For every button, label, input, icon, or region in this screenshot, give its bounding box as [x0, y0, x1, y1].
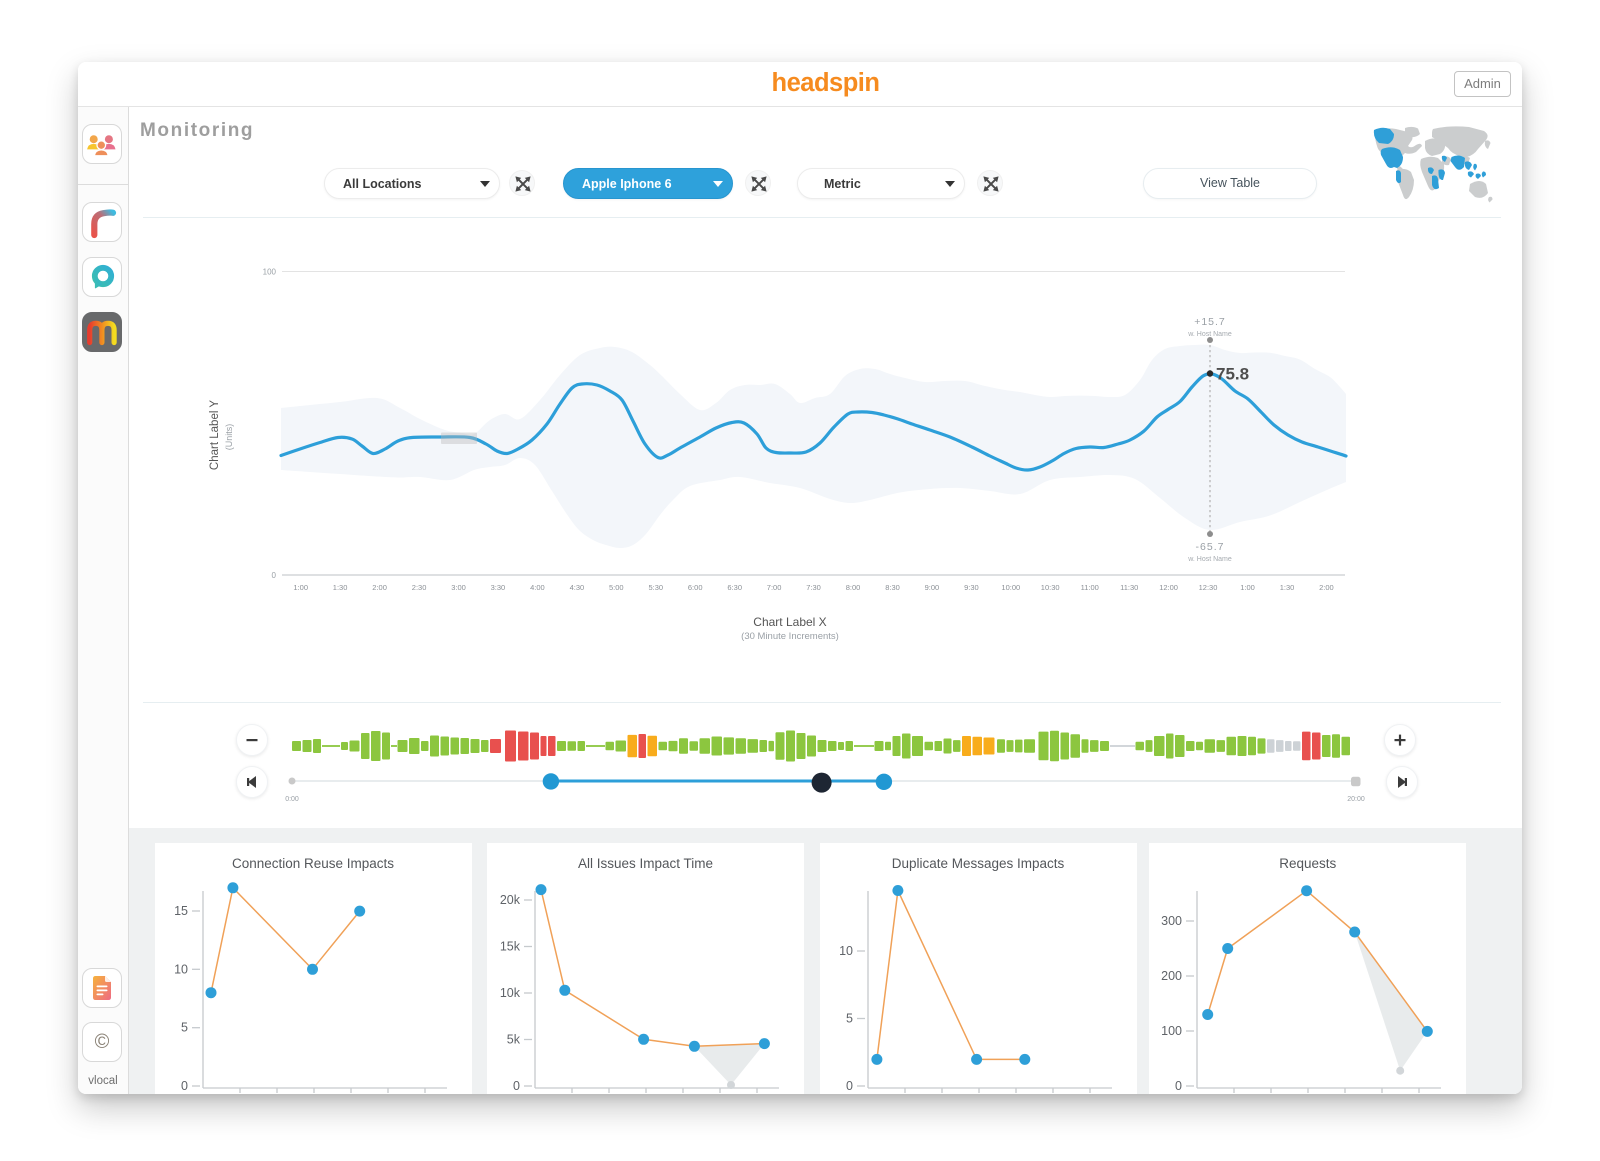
svg-text:5k: 5k [507, 1033, 521, 1047]
svg-text:200: 200 [1161, 969, 1182, 983]
svg-text:11:30: 11:30 [1120, 583, 1138, 592]
svg-text:+15.7: +15.7 [1194, 316, 1226, 328]
svg-text:w. Host Name: w. Host Name [1187, 556, 1232, 563]
svg-text:w. Host Name: w. Host Name [1187, 331, 1232, 338]
svg-text:10: 10 [174, 962, 188, 976]
svg-text:0: 0 [181, 1079, 188, 1093]
svg-text:0: 0 [1175, 1079, 1182, 1093]
svg-text:15: 15 [174, 904, 188, 918]
svg-text:10:00: 10:00 [1001, 583, 1020, 592]
svg-text:1:30: 1:30 [333, 583, 348, 592]
svg-text:(30 Minute Increments): (30 Minute Increments) [741, 631, 839, 642]
svg-text:0: 0 [513, 1079, 520, 1093]
svg-text:10:30: 10:30 [1041, 583, 1060, 592]
svg-text:10k: 10k [500, 986, 521, 1000]
svg-text:5: 5 [846, 1012, 853, 1026]
svg-text:0: 0 [272, 571, 277, 580]
svg-text:3:00: 3:00 [451, 583, 466, 592]
svg-text:Chart Label X: Chart Label X [753, 615, 826, 629]
svg-text:12:30: 12:30 [1199, 583, 1218, 592]
svg-text:20k: 20k [500, 893, 521, 907]
svg-text:4:30: 4:30 [570, 583, 585, 592]
svg-text:300: 300 [1161, 914, 1182, 928]
svg-text:12:00: 12:00 [1159, 583, 1178, 592]
svg-text:7:30: 7:30 [806, 583, 821, 592]
svg-text:100: 100 [1161, 1024, 1182, 1038]
svg-text:75.8: 75.8 [1216, 365, 1249, 384]
svg-text:4:00: 4:00 [530, 583, 545, 592]
svg-text:2:00: 2:00 [372, 583, 387, 592]
svg-text:1:00: 1:00 [1240, 583, 1255, 592]
svg-text:8:00: 8:00 [846, 583, 861, 592]
svg-text:5:00: 5:00 [609, 583, 624, 592]
svg-text:0:00: 0:00 [285, 796, 299, 803]
svg-text:2:00: 2:00 [1319, 583, 1334, 592]
svg-text:0: 0 [846, 1079, 853, 1093]
svg-text:10: 10 [839, 944, 853, 958]
svg-text:9:00: 9:00 [925, 583, 940, 592]
svg-text:-65.7: -65.7 [1196, 541, 1225, 553]
svg-text:8:30: 8:30 [885, 583, 900, 592]
svg-text:6:30: 6:30 [727, 583, 742, 592]
svg-text:9:30: 9:30 [964, 583, 979, 592]
svg-text:Chart Label Y: Chart Label Y [209, 400, 221, 470]
svg-text:11:00: 11:00 [1081, 583, 1099, 592]
svg-text:3:30: 3:30 [491, 583, 506, 592]
svg-text:1:00: 1:00 [293, 583, 308, 592]
svg-text:15k: 15k [500, 940, 521, 954]
svg-text:6:00: 6:00 [688, 583, 703, 592]
svg-text:5:30: 5:30 [648, 583, 663, 592]
svg-text:(Units): (Units) [224, 424, 234, 451]
svg-text:5: 5 [181, 1021, 188, 1035]
svg-text:20:00: 20:00 [1347, 796, 1365, 803]
svg-text:2:30: 2:30 [412, 583, 427, 592]
svg-text:1:30: 1:30 [1280, 583, 1295, 592]
svg-text:100: 100 [263, 268, 277, 277]
svg-text:7:00: 7:00 [767, 583, 782, 592]
